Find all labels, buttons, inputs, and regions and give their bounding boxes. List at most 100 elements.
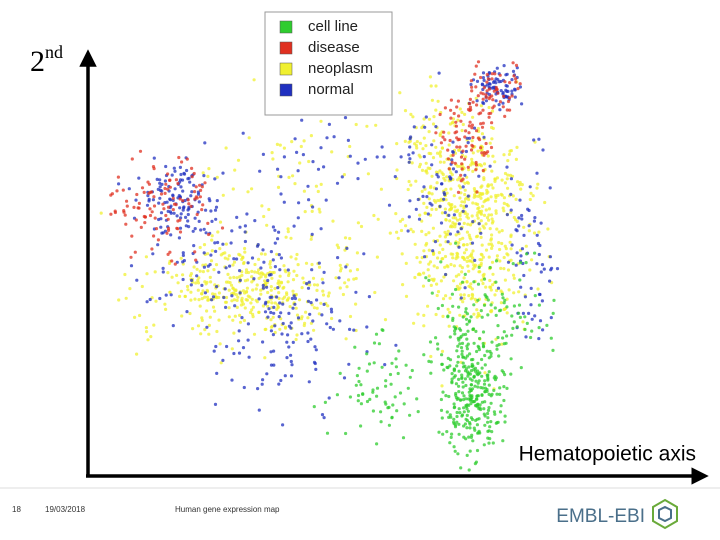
point	[375, 386, 380, 390]
point	[221, 171, 225, 175]
point	[537, 326, 541, 330]
point	[506, 186, 510, 190]
point	[476, 402, 480, 406]
point	[525, 321, 529, 325]
point	[463, 197, 468, 201]
point	[467, 371, 471, 375]
point	[194, 185, 198, 189]
point	[294, 306, 298, 310]
point	[486, 416, 490, 420]
point	[488, 141, 492, 145]
point	[265, 223, 269, 227]
point	[512, 74, 516, 78]
point	[464, 248, 468, 252]
point	[262, 214, 266, 219]
point	[530, 329, 534, 333]
point	[482, 443, 486, 447]
point	[449, 203, 453, 207]
point	[490, 94, 494, 98]
point	[230, 299, 234, 303]
point	[153, 216, 157, 220]
point	[512, 291, 516, 295]
point	[447, 143, 451, 147]
point	[210, 238, 214, 242]
point	[190, 190, 194, 194]
point	[213, 208, 218, 212]
point	[453, 425, 458, 429]
point	[476, 126, 480, 131]
point	[491, 283, 495, 287]
point	[356, 221, 360, 225]
point	[439, 397, 443, 402]
point	[203, 141, 207, 145]
point	[446, 315, 450, 319]
point	[482, 412, 486, 416]
point	[284, 270, 288, 274]
point	[455, 414, 459, 419]
point	[498, 386, 502, 390]
point	[407, 215, 411, 219]
point	[179, 172, 183, 177]
point	[416, 410, 420, 414]
point	[490, 169, 494, 173]
point	[453, 209, 457, 213]
point	[464, 332, 468, 336]
point	[442, 160, 446, 164]
point	[485, 216, 490, 220]
point	[461, 355, 466, 359]
point	[272, 270, 276, 275]
point	[463, 188, 467, 192]
point	[494, 85, 498, 90]
point	[465, 347, 469, 351]
point	[266, 278, 270, 283]
point	[263, 310, 268, 314]
point	[474, 397, 479, 401]
point	[442, 368, 446, 372]
point	[429, 84, 433, 88]
point	[265, 372, 269, 376]
point	[359, 383, 363, 387]
point	[410, 161, 414, 165]
point	[489, 183, 494, 187]
point	[263, 273, 267, 277]
point	[467, 294, 471, 298]
point	[361, 392, 365, 396]
point	[451, 153, 455, 157]
point	[489, 354, 493, 358]
point	[471, 220, 475, 224]
point	[452, 194, 456, 198]
point	[413, 275, 417, 280]
point	[334, 276, 338, 280]
point	[452, 279, 456, 283]
point	[429, 360, 433, 364]
point	[459, 155, 464, 159]
point	[436, 306, 440, 311]
point	[407, 153, 411, 157]
point	[454, 222, 458, 226]
point	[386, 406, 390, 410]
point	[192, 244, 196, 248]
point	[277, 315, 281, 319]
point	[341, 292, 345, 297]
point	[432, 264, 436, 268]
point	[195, 267, 199, 271]
point	[338, 263, 342, 267]
point	[446, 233, 450, 237]
point	[528, 185, 532, 189]
point	[489, 401, 493, 405]
point	[456, 336, 460, 340]
point	[311, 319, 315, 323]
point	[308, 283, 312, 287]
point	[503, 114, 507, 118]
point	[149, 335, 153, 339]
point	[480, 83, 484, 87]
point	[178, 206, 182, 210]
point	[508, 81, 512, 85]
point	[163, 302, 167, 306]
point	[471, 169, 475, 173]
point	[273, 241, 277, 245]
point	[435, 151, 440, 155]
point	[502, 209, 506, 213]
point	[237, 252, 241, 256]
point	[395, 230, 399, 234]
